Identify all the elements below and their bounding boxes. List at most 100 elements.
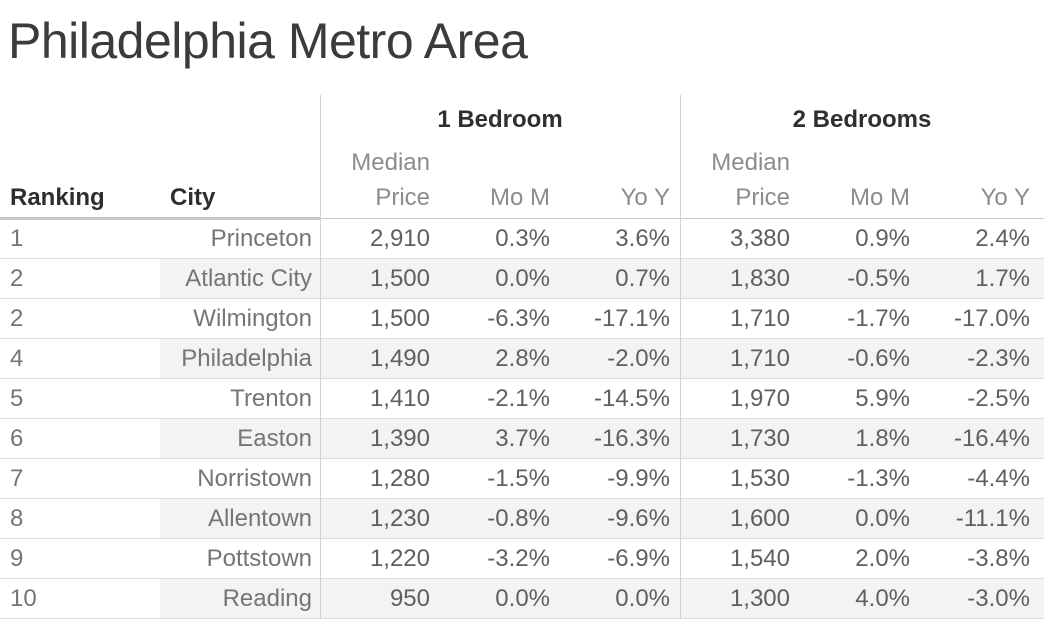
bed2-yoy-cell: -17.0% (953, 304, 1030, 332)
median-label-line1: Median (351, 149, 430, 176)
ranking-cell: 2 (10, 304, 24, 332)
bed1-yoy-cell: -16.3% (560, 419, 680, 458)
bed2-median-price-cell: 1,710 (680, 339, 800, 378)
table-row: 1 Princeton 2,910 0.3% 3.6% 3,380 0.9% 2… (0, 219, 1044, 259)
bed1-median-price-cell: 1,490 (320, 339, 440, 378)
bed2-median-price-cell: 1,730 (680, 419, 800, 458)
median-label-line2: Price (735, 184, 790, 211)
bed2-mom-cell: -0.6% (800, 339, 920, 378)
bed1-median-price-header: Median Price (320, 145, 440, 220)
page-title: Philadelphia Metro Area (8, 13, 528, 69)
header-underline (0, 217, 320, 220)
bed1-yoy-cell: -14.5% (593, 384, 670, 412)
table-row: 6 Easton 1,390 3.7% -16.3% 1,730 1.8% -1… (0, 419, 1044, 459)
bed1-yoy-cell: -17.1% (593, 304, 670, 332)
bed2-yoy-cell: 2.4% (975, 224, 1030, 252)
bed1-median-price-cell: 1,500 (369, 304, 430, 332)
bed1-yoy-cell: 3.6% (615, 224, 670, 252)
table-row: 7 Norristown 1,280 -1.5% -9.9% 1,530 -1.… (0, 459, 1044, 499)
city-cell: Allentown (160, 499, 320, 538)
bed2-yoy-cell: -2.3% (920, 339, 1044, 378)
median-label-line2: Price (375, 184, 430, 211)
bed1-mom-header: Mo M (490, 184, 550, 211)
bed2-yoy-cell: -11.1% (920, 499, 1044, 538)
bed2-mom-cell: -1.3% (847, 464, 910, 492)
bed1-yoy-cell: 0.0% (560, 579, 680, 618)
bed2-mom-cell: 0.9% (855, 224, 910, 252)
bed2-median-price-cell: 1,830 (680, 259, 800, 298)
bed1-median-price-cell: 950 (320, 579, 440, 618)
bed1-median-price-cell: 1,220 (369, 544, 430, 572)
bed1-median-price-cell: 1,500 (320, 259, 440, 298)
bed1-yoy-cell: -2.0% (560, 339, 680, 378)
bed1-yoy-cell: -9.9% (607, 464, 670, 492)
city-header: City (170, 184, 216, 211)
bed2-mom-cell: -0.5% (800, 259, 920, 298)
table-row: 4 Philadelphia 1,490 2.8% -2.0% 1,710 -0… (0, 339, 1044, 379)
bed2-mom-cell: 1.8% (800, 419, 920, 458)
table-row: 2 Atlantic City 1,500 0.0% 0.7% 1,830 -0… (0, 259, 1044, 299)
table-header: 1 Bedroom 2 Bedrooms Ranking City Median… (0, 95, 1044, 220)
table-row: 2 Wilmington 1,500 -6.3% -17.1% 1,710 -1… (0, 299, 1044, 339)
bed2-mom-cell: 5.9% (855, 384, 910, 412)
city-cell: Wilmington (193, 304, 312, 332)
bed2-mom-cell: 2.0% (855, 544, 910, 572)
bed2-yoy-cell: 1.7% (920, 259, 1044, 298)
bed1-mom-cell: 0.3% (495, 224, 550, 252)
bed2-median-price-cell: 1,300 (680, 579, 800, 618)
bed2-median-price-cell: 1,710 (729, 304, 790, 332)
city-cell: Philadelphia (160, 339, 320, 378)
bed1-median-price-cell: 1,280 (369, 464, 430, 492)
ranking-cell: 10 (10, 584, 37, 612)
bed1-mom-cell: -2.1% (487, 384, 550, 412)
bed1-yoy-cell: 0.7% (560, 259, 680, 298)
table-row: 10 Reading 950 0.0% 0.0% 1,300 4.0% -3.0… (0, 579, 1044, 619)
bed1-median-price-cell: 1,410 (369, 384, 430, 412)
city-cell: Princeton (210, 224, 312, 252)
city-cell: Pottstown (206, 544, 312, 572)
bed1-mom-cell: 0.0% (440, 259, 560, 298)
bed1-median-price-cell: 1,390 (320, 419, 440, 458)
bed1-mom-cell: -6.3% (487, 304, 550, 332)
bed1-mom-cell: 0.0% (440, 579, 560, 618)
bed2-yoy-cell: -4.4% (967, 464, 1030, 492)
bed1-mom-cell: 2.8% (440, 339, 560, 378)
bed2-median-price-cell: 1,530 (729, 464, 790, 492)
bed2-mom-header: Mo M (850, 184, 910, 211)
bed2-median-price-cell: 1,970 (729, 384, 790, 412)
ranking-cell: 7 (10, 464, 24, 492)
table-row: 9 Pottstown 1,220 -3.2% -6.9% 1,540 2.0%… (0, 539, 1044, 579)
table-body: 1 Princeton 2,910 0.3% 3.6% 3,380 0.9% 2… (0, 219, 1044, 619)
city-cell: Reading (160, 579, 320, 618)
ranking-header: Ranking (10, 184, 105, 211)
bed2-yoy-header: Yo Y (980, 184, 1030, 211)
bed1-mom-cell: -1.5% (487, 464, 550, 492)
column-group-1-bedroom: 1 Bedroom (437, 106, 563, 133)
bed1-median-price-cell: 1,230 (320, 499, 440, 538)
bed1-mom-cell: -3.2% (487, 544, 550, 572)
column-group-2-bedrooms: 2 Bedrooms (792, 106, 932, 133)
bed1-yoy-cell: -9.6% (560, 499, 680, 538)
bed1-median-price-cell: 2,910 (369, 224, 430, 252)
ranking-cell: 6 (10, 424, 24, 452)
city-cell: Norristown (197, 464, 312, 492)
bed2-yoy-cell: -16.4% (920, 419, 1044, 458)
group-divider-1 (320, 95, 321, 619)
bed2-median-price-cell: 1,600 (680, 499, 800, 538)
bed1-mom-cell: 3.7% (440, 419, 560, 458)
bed2-mom-cell: 4.0% (800, 579, 920, 618)
city-cell: Trenton (230, 384, 312, 412)
bed1-yoy-header: Yo Y (620, 184, 670, 211)
table-row: 8 Allentown 1,230 -0.8% -9.6% 1,600 0.0%… (0, 499, 1044, 539)
bed1-yoy-cell: -6.9% (607, 544, 670, 572)
median-label-line1: Median (711, 149, 790, 176)
bed2-mom-cell: -1.7% (847, 304, 910, 332)
bed2-mom-cell: 0.0% (800, 499, 920, 538)
table-row: 5 Trenton 1,410 -2.1% -14.5% 1,970 5.9% … (0, 379, 1044, 419)
city-cell: Atlantic City (160, 259, 320, 298)
bed2-median-price-cell: 3,380 (729, 224, 790, 252)
ranking-cell: 5 (10, 384, 24, 412)
ranking-cell: 1 (10, 224, 24, 252)
ranking-cell: 2 (10, 264, 24, 292)
